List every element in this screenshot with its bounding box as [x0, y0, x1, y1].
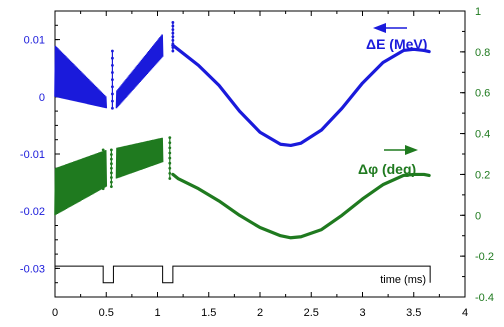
spike-point: [101, 172, 105, 176]
spike-point: [101, 167, 105, 171]
spike-point: [101, 182, 105, 186]
spike-point: [168, 151, 172, 155]
right-tick-label: 0.4: [475, 129, 490, 141]
x-axis: 0 0.5 1 1.5 2 2.5 3 3.5 4: [52, 11, 468, 319]
right-tick-label: -0.4: [475, 292, 494, 304]
timing-waveform: [54, 265, 431, 284]
spike-point: [101, 177, 105, 181]
series-layer: [54, 21, 431, 240]
spike-point: [111, 85, 114, 89]
spike-point: [109, 148, 113, 152]
spike-point: [109, 176, 113, 179]
right-tick-label: 0.8: [475, 47, 490, 59]
left-tick-label: -0.03: [20, 263, 45, 275]
spike-point: [111, 106, 114, 110]
spike-point: [109, 157, 113, 161]
spike-point: [168, 161, 172, 165]
spike-point: [111, 56, 114, 60]
spike-point: [168, 177, 172, 180]
annotations: ΔE (MeV) Δφ (deg): [358, 23, 427, 177]
right-tick-label: 1: [475, 6, 481, 18]
x-tick-label: 4: [462, 307, 468, 319]
spike-point: [101, 187, 105, 191]
x-tick-label: 1.5: [201, 307, 216, 319]
left-tick-label: -0.01: [20, 149, 45, 161]
spike-point: [109, 166, 113, 170]
series-curve: [171, 43, 431, 148]
right-arrow-icon: [405, 145, 418, 155]
spike-point: [171, 28, 175, 31]
x-axis-label: time (ms): [380, 274, 426, 286]
spike-point: [111, 99, 114, 103]
spike-point: [111, 63, 114, 67]
delta-e-label: ΔE (MeV): [366, 36, 427, 52]
timing-trace: time (ms): [54, 265, 431, 286]
spike-point: [109, 171, 113, 175]
x-tick-label: 2: [257, 307, 263, 319]
left-tick-label: 0: [39, 92, 45, 104]
oscillation-band: [115, 137, 164, 179]
spike-point: [171, 49, 175, 53]
spike-point: [111, 92, 114, 96]
oscillation-band: [54, 150, 108, 216]
spike-point: [111, 71, 114, 74]
left-y-axis: 0.01 0 -0.01 -0.02 -0.03: [20, 10, 60, 298]
x-tick-label: 0.5: [99, 307, 114, 319]
right-y-axis: 1 0.8 0.6 0.4 0.2 0 -0.2 -0.4: [460, 6, 494, 304]
spike-point: [168, 136, 172, 140]
left-arrow-icon: [373, 23, 386, 33]
spike-point: [168, 172, 172, 175]
spike-point: [109, 185, 113, 189]
series-0: [54, 21, 431, 148]
series-curve: [171, 172, 431, 240]
spike-point: [171, 31, 175, 35]
spike-point: [101, 153, 105, 157]
right-tick-label: 0.6: [475, 88, 490, 100]
oscillation-band: [115, 34, 164, 109]
left-tick-label: 0.01: [24, 35, 45, 47]
spike-point: [109, 162, 113, 166]
spike-point: [168, 166, 172, 170]
spike-point: [101, 158, 105, 162]
spike-point: [168, 141, 172, 145]
x-tick-label: 1: [154, 307, 160, 319]
x-tick-label: 3.5: [406, 307, 421, 319]
spike-point: [171, 38, 175, 42]
x-tick-label: 2.5: [304, 307, 319, 319]
spike-point: [109, 153, 113, 156]
spike-point: [171, 35, 175, 39]
delta-phi-label: Δφ (deg): [358, 161, 416, 177]
spike-point: [168, 146, 172, 150]
x-tick-label: 3: [359, 307, 365, 319]
spike-point: [171, 24, 175, 28]
spike-point: [111, 49, 114, 53]
left-tick-label: -0.02: [20, 206, 45, 218]
spike-point: [101, 148, 105, 152]
right-tick-label: 0: [475, 210, 481, 222]
oscillation-band: [54, 45, 108, 109]
spike-point: [101, 163, 105, 166]
spike-point: [171, 21, 175, 24]
series-1: [54, 136, 431, 240]
spike-point: [168, 156, 172, 160]
spike-point: [109, 180, 113, 184]
x-tick-label: 0: [52, 307, 58, 319]
right-tick-label: 0.2: [475, 169, 490, 181]
spike-point: [111, 78, 114, 82]
right-tick-label: -0.2: [475, 251, 494, 263]
